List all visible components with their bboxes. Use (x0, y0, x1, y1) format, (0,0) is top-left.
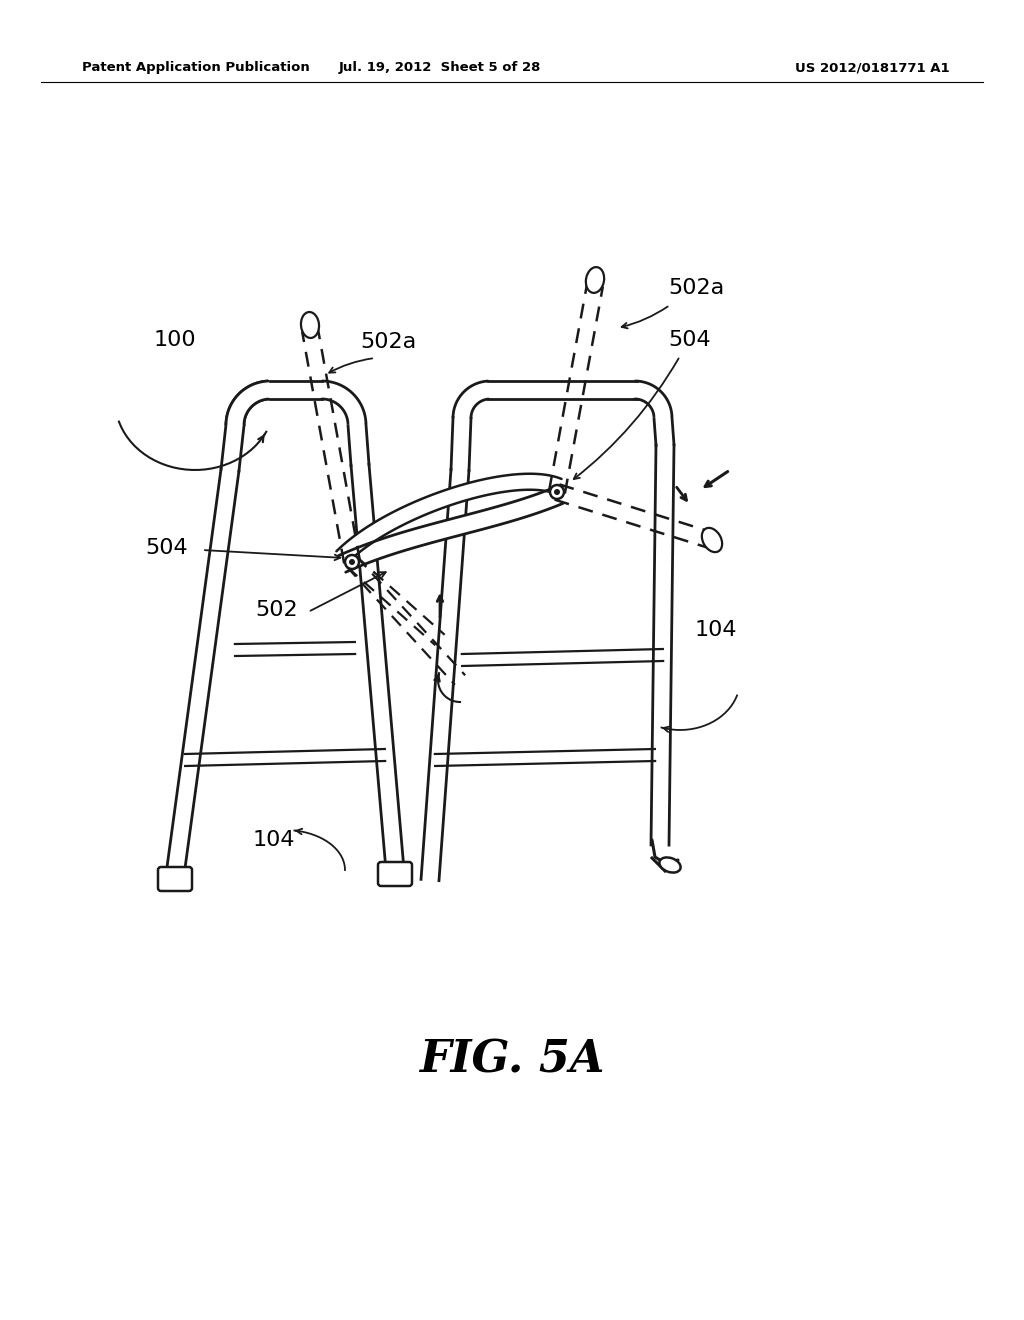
Ellipse shape (659, 858, 681, 873)
Polygon shape (226, 381, 268, 425)
FancyBboxPatch shape (378, 862, 412, 886)
Polygon shape (322, 381, 366, 424)
Circle shape (550, 484, 564, 499)
Ellipse shape (301, 312, 319, 338)
Text: 504: 504 (668, 330, 711, 350)
Polygon shape (654, 417, 674, 446)
Polygon shape (421, 470, 469, 880)
Polygon shape (651, 445, 674, 845)
Circle shape (345, 554, 359, 569)
Text: Patent Application Publication: Patent Application Publication (82, 62, 309, 74)
Text: 502a: 502a (359, 333, 416, 352)
Polygon shape (488, 381, 637, 399)
Text: US 2012/0181771 A1: US 2012/0181771 A1 (796, 62, 950, 74)
Text: 104: 104 (695, 620, 737, 640)
Polygon shape (635, 381, 672, 417)
Polygon shape (226, 381, 268, 425)
Text: 104: 104 (253, 830, 295, 850)
Polygon shape (351, 465, 403, 871)
Polygon shape (453, 381, 488, 418)
Ellipse shape (701, 528, 722, 552)
Text: 504: 504 (145, 539, 188, 558)
Polygon shape (338, 487, 563, 572)
Ellipse shape (586, 267, 604, 293)
Text: 100: 100 (154, 330, 197, 350)
Circle shape (349, 558, 355, 565)
Circle shape (554, 488, 560, 495)
FancyBboxPatch shape (158, 867, 193, 891)
Text: FIG. 5A: FIG. 5A (419, 1039, 605, 1081)
Polygon shape (270, 381, 322, 399)
Polygon shape (435, 748, 655, 766)
Polygon shape (337, 474, 561, 562)
Polygon shape (462, 649, 664, 667)
Polygon shape (451, 417, 471, 470)
Text: Jul. 19, 2012  Sheet 5 of 28: Jul. 19, 2012 Sheet 5 of 28 (339, 62, 542, 74)
Polygon shape (234, 642, 355, 656)
Text: 502: 502 (255, 601, 298, 620)
Polygon shape (221, 424, 244, 471)
Polygon shape (348, 424, 369, 466)
Polygon shape (166, 469, 239, 876)
Text: 502a: 502a (668, 279, 724, 298)
Polygon shape (185, 748, 385, 766)
